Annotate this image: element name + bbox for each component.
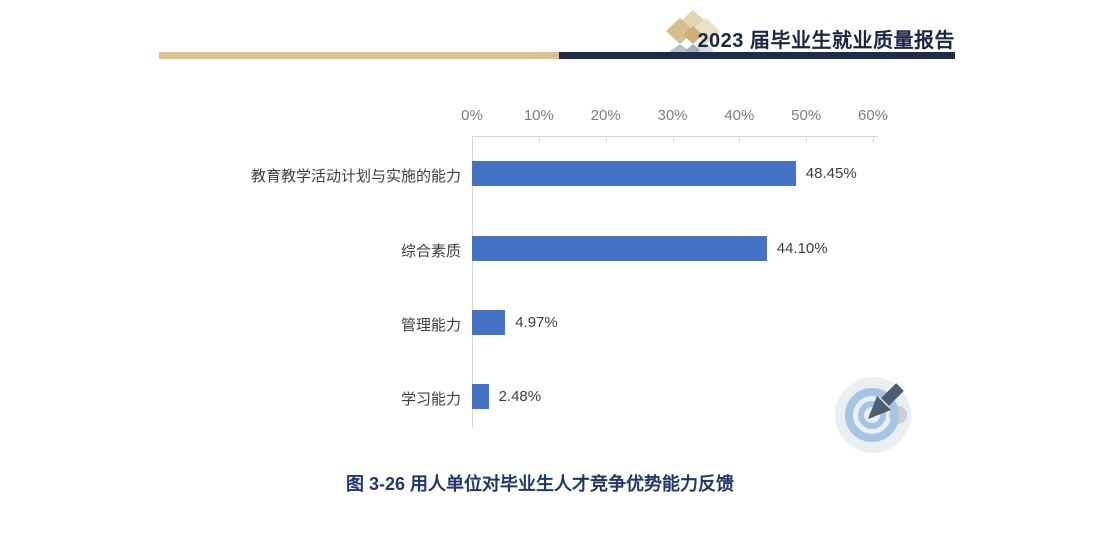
category-label: 综合素质 <box>400 243 461 260</box>
report-header-title: 2023 届毕业生就业质量报告 <box>697 30 955 52</box>
value-label: 48.45% <box>805 165 857 182</box>
bar-3 <box>472 310 506 335</box>
value-label: 44.10% <box>776 240 828 257</box>
bar-1 <box>472 161 796 186</box>
x-axis-line <box>472 136 878 137</box>
x-tick-label: 0% <box>461 107 483 124</box>
x-tick-label: 50% <box>791 107 822 124</box>
y-axis-line <box>472 136 473 428</box>
value-label: 2.48% <box>498 388 542 405</box>
x-tick-mark <box>605 136 607 142</box>
x-tick-label: 30% <box>657 107 688 124</box>
x-tick-label: 40% <box>724 107 755 124</box>
x-tick-label: 10% <box>523 107 554 124</box>
header-rule-gold <box>159 52 559 59</box>
x-tick-mark <box>806 136 808 142</box>
header-rule-navy <box>559 52 955 59</box>
x-tick-mark <box>739 136 741 142</box>
x-tick-label: 60% <box>857 107 889 124</box>
x-tick-mark <box>672 136 674 142</box>
target-arrow-icon <box>834 374 914 454</box>
figure-caption: 图 3-26 用人单位对毕业生人才竞争优势能力反馈 <box>345 474 735 494</box>
category-label: 教育教学活动计划与实施的能力 <box>250 168 461 185</box>
x-tick-mark <box>873 136 874 142</box>
category-label: 学习能力 <box>400 391 461 408</box>
category-label: 管理能力 <box>400 317 461 334</box>
x-tick-label: 20% <box>590 107 621 124</box>
x-tick-mark <box>538 136 540 142</box>
value-label: 4.97% <box>515 314 558 331</box>
bar-4 <box>472 384 489 409</box>
bar-2 <box>472 236 767 261</box>
